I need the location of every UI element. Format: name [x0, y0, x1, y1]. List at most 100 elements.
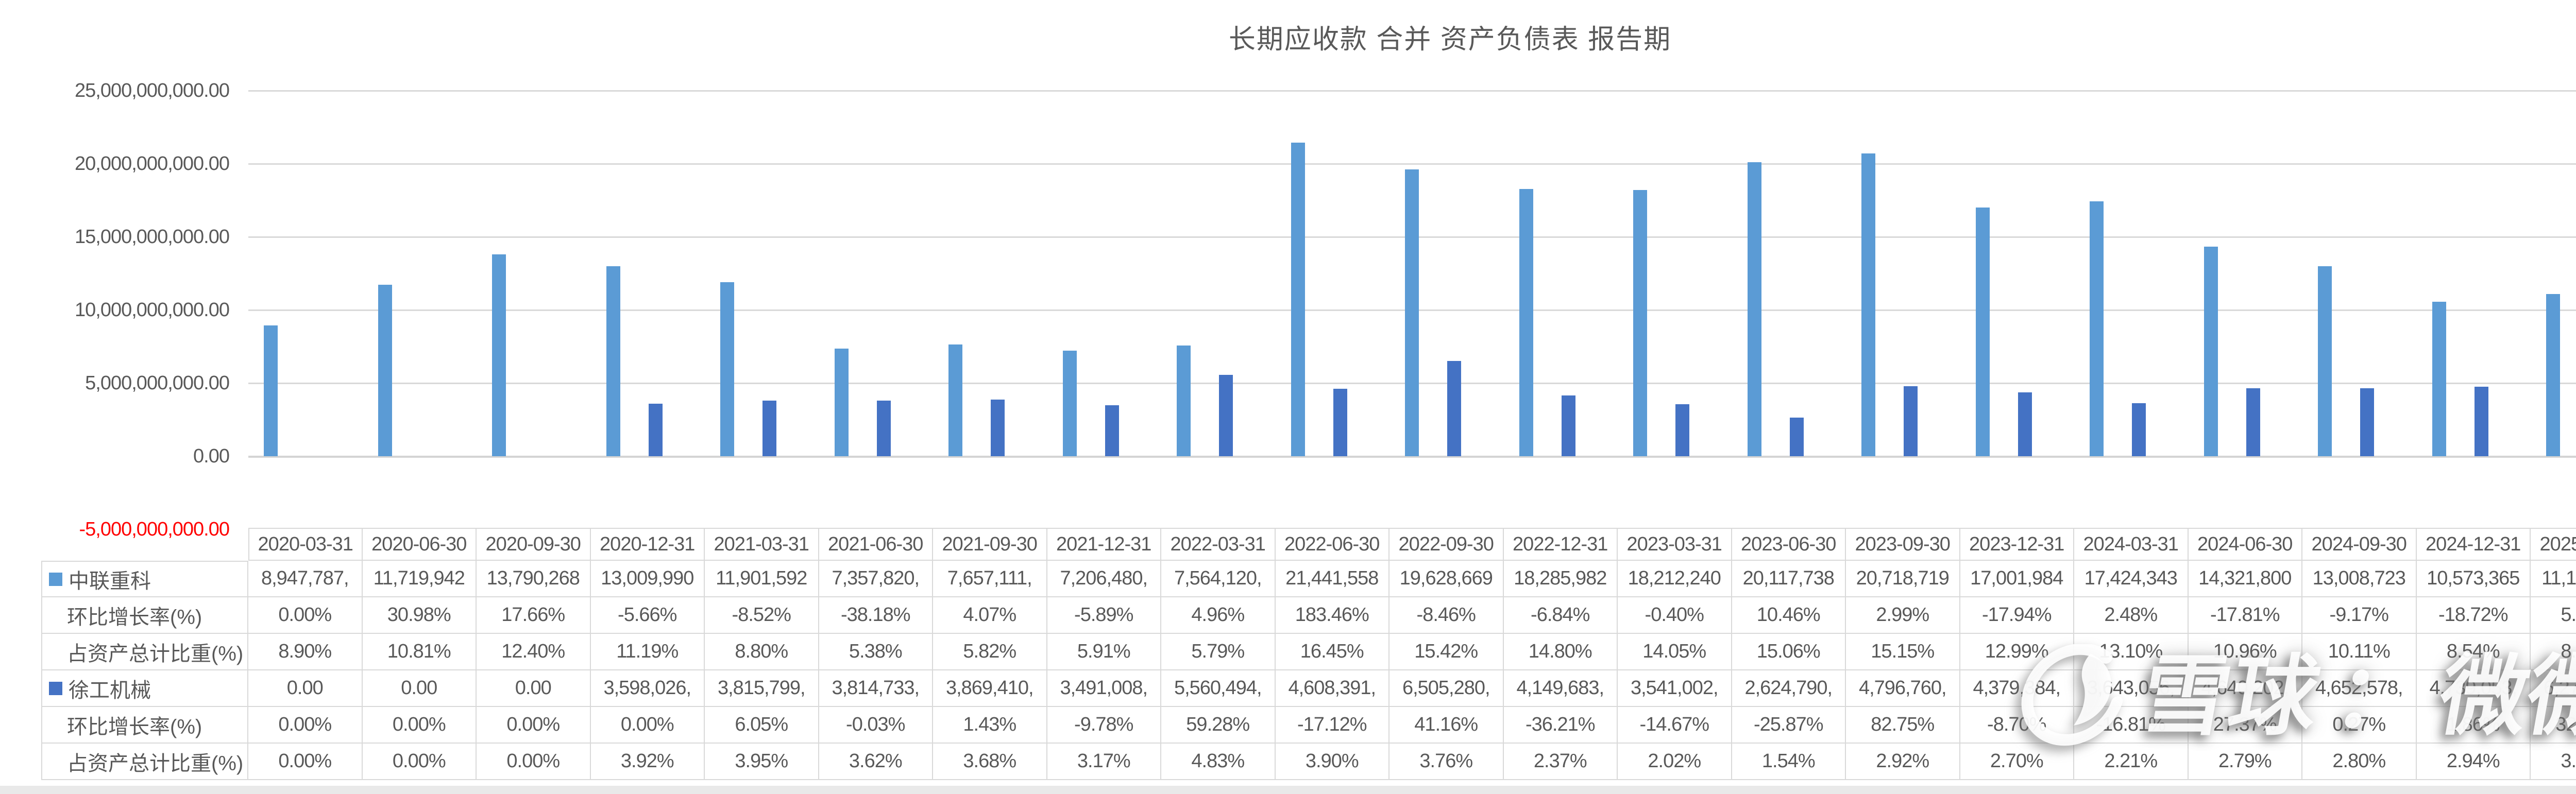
table-cell: 12.40% [477, 634, 591, 670]
date-header-cell: 2022-09-30 [1389, 528, 1504, 561]
table-cell: 8.54% [2416, 634, 2531, 670]
table-cell: 0.00% [362, 744, 477, 780]
bar-xcmg [1219, 375, 1233, 456]
table-cell: 0.27% [2302, 707, 2417, 744]
date-header-cell: 2021-06-30 [819, 528, 933, 561]
table-cell: 13,008,723 [2302, 561, 2417, 597]
date-header-cell: 2020-09-30 [477, 528, 591, 561]
table-cell: 17,424,343 [2074, 561, 2189, 597]
date-header-cell: 2020-12-31 [590, 528, 705, 561]
table-cell: 17.66% [477, 597, 591, 634]
table-cell: 10.81% [362, 634, 477, 670]
bar-zoomlion [2318, 266, 2332, 456]
table-cell: 4,640,202, [2188, 670, 2302, 707]
table-cell: 0.00% [477, 744, 591, 780]
bar-zoomlion [606, 266, 620, 456]
table-cell: -17.81% [2188, 597, 2302, 634]
bar-xcmg [1904, 386, 1918, 456]
table-cell: 14.05% [1618, 634, 1732, 670]
bar-xcmg [2474, 387, 2488, 456]
table-cell: 4,739,053, [2416, 670, 2531, 707]
y-axis-tick-label: 15,000,000,000.00 [75, 226, 230, 248]
gridline [248, 90, 2576, 92]
bar-zoomlion [1405, 169, 1419, 456]
chart-title: 长期应收款 合并 资产负债表 报告期 [1228, 25, 1672, 55]
table-cell: 0.00% [477, 707, 591, 744]
table-cell: 183.46% [1275, 597, 1389, 634]
table-cell: 20,718,719 [1846, 561, 1960, 597]
bar-zoomlion [720, 282, 735, 456]
table-cell: 0.00 [248, 670, 363, 707]
table-corner-cell [41, 528, 248, 561]
bar-xcmg [1333, 389, 1347, 456]
table-cell: 15.15% [1846, 634, 1960, 670]
table-cell: 4,652,578, [2302, 670, 2417, 707]
table-cell: -9.78% [1047, 707, 1161, 744]
bar-zoomlion [1291, 143, 1305, 456]
legend-swatch [49, 681, 62, 695]
table-cell: 2.99% [1846, 597, 1960, 634]
bar-xcmg [1105, 405, 1119, 456]
table-cell: -17.94% [1960, 597, 2074, 634]
table-cell: 11,901,592 [705, 561, 819, 597]
bar-xcmg [1447, 361, 1462, 456]
table-cell: 2.21% [2074, 744, 2189, 780]
table-cell: 0.00% [248, 744, 363, 780]
table-cell: 3,598,026, [590, 670, 705, 707]
table-cell: 4.83% [1161, 744, 1276, 780]
table-cell: 0.00% [248, 707, 363, 744]
bar-zoomlion [2546, 294, 2561, 456]
table-cell: 19,628,669 [1389, 561, 1504, 597]
table-cell: 3,869,410, [933, 670, 1047, 707]
table-cell: 8.80% [705, 634, 819, 670]
table-cell: 1.86% [2416, 707, 2531, 744]
table-cell: 3.95% [705, 744, 819, 780]
bar-xcmg [1789, 418, 1804, 456]
table-cell: 4.07% [933, 597, 1047, 634]
table-cell: 11,719,942 [362, 561, 477, 597]
table-cell: 2.48% [2074, 597, 2189, 634]
table-cell: 3.76% [1389, 744, 1504, 780]
table-cell: 41.16% [1389, 707, 1504, 744]
table-cell: 7,564,120, [1161, 561, 1276, 597]
table-cell: 12.99% [1960, 634, 2074, 670]
table-cell: 8.55% [2531, 634, 2576, 670]
table-cell: 1.43% [933, 707, 1047, 744]
table-cell: -25.87% [1732, 707, 1846, 744]
table-cell: 3.17% [1047, 744, 1161, 780]
table-cell: 3.66% [2531, 744, 2576, 780]
table-cell: 13.10% [2074, 634, 2189, 670]
bar-xcmg [762, 400, 777, 456]
table-cell: 2.02% [1618, 744, 1732, 780]
table-cell: 7,657,111, [933, 561, 1047, 597]
table-cell: 2.80% [2302, 744, 2417, 780]
row-label-text: 环比增长率(%) [67, 606, 202, 629]
table-cell: -8.52% [705, 597, 819, 634]
data-table: 2020-03-31 2020-06-30 2020-09-30 2020-12-31… [41, 528, 2576, 780]
table-cell: 10.96% [2188, 634, 2302, 670]
table-cell: -6.84% [1503, 597, 1618, 634]
table-cell: 0.00% [248, 597, 363, 634]
date-header-cell: 2021-12-31 [1047, 528, 1161, 561]
row-label-series: 徐工机械 [41, 670, 248, 707]
date-header-cell: 2024-03-31 [2074, 528, 2189, 561]
date-header-cell: 2025-03-31 [2531, 528, 2576, 561]
date-header-cell: 2022-03-31 [1161, 528, 1276, 561]
bar-zoomlion [1975, 208, 1990, 456]
table-cell: 6,505,280, [1389, 670, 1504, 707]
y-axis-tick-label: 0.00 [193, 445, 230, 467]
table-cell: -17.12% [1275, 707, 1389, 744]
bar-xcmg [991, 400, 1005, 456]
bar-zoomlion [1861, 153, 1876, 456]
row-label-text: 中联重科 [69, 569, 151, 593]
table-cell: 27.37% [2188, 707, 2302, 744]
table-cell: 4,608,391, [1275, 670, 1389, 707]
row-label-text: 环比增长率(%) [67, 715, 202, 738]
date-header-cell: 2022-06-30 [1275, 528, 1389, 561]
table-cell: 59.28% [1161, 707, 1276, 744]
bar-zoomlion [1062, 351, 1077, 456]
y-axis-tick-label: 20,000,000,000.00 [75, 153, 230, 175]
table-cell: 6,277,642, [2531, 670, 2576, 707]
date-header-cell: 2021-09-30 [933, 528, 1047, 561]
